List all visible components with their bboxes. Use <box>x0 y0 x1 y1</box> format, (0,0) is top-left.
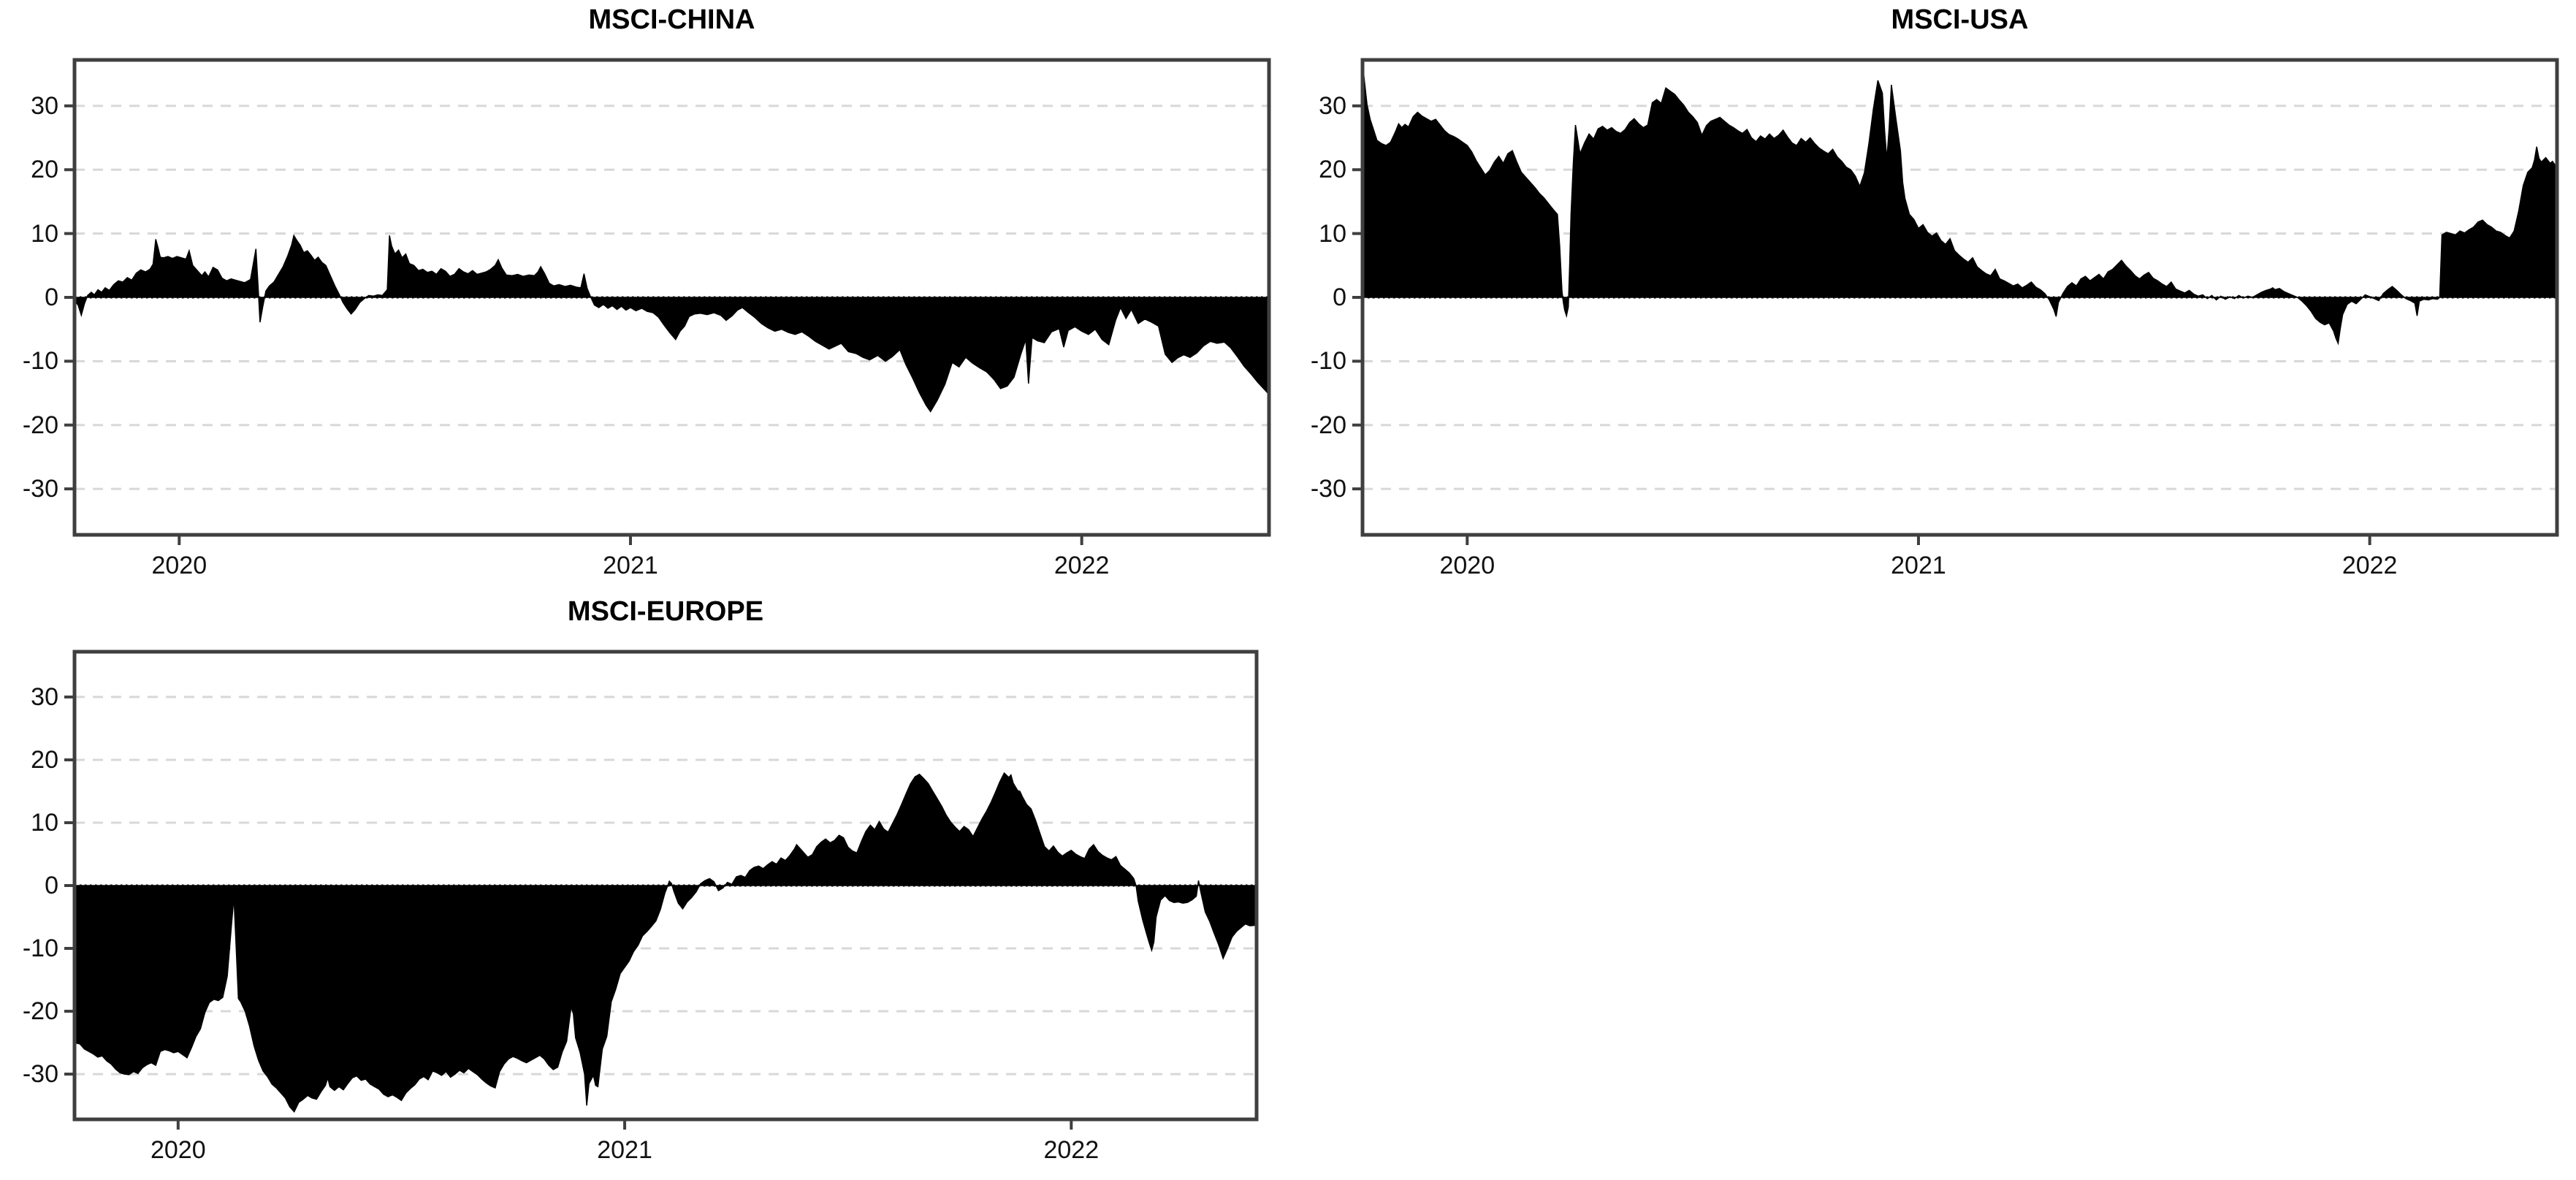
x-axis-tick-label: 2020 <box>151 552 207 579</box>
series-area-msci-china <box>74 234 1270 413</box>
y-axis-tick-label: 10 <box>31 219 58 248</box>
y-axis-tick-label: -10 <box>1310 347 1346 376</box>
y-axis-tick-label: -30 <box>22 1060 58 1089</box>
x-axis-tick-label: 2021 <box>597 1136 652 1164</box>
chart-panel-msci-usa: MSCI-USA 30 20 10 0 -10 -20 -30 2020 2021 2022 <box>1288 0 2576 592</box>
y-axis-tick-label: -30 <box>22 475 58 503</box>
panel-border <box>1360 58 2559 537</box>
chart-panel-msci-china: MSCI-CHINA 30 20 10 0 -10 -20 -30 2020 2021 2022 <box>0 0 1288 592</box>
series-area-msci-usa <box>1362 62 2558 346</box>
y-axis-tick-label: 20 <box>31 156 58 184</box>
y-axis-tick-label: 0 <box>45 283 58 311</box>
x-axis-tick-label: 2022 <box>1043 1136 1100 1164</box>
y-axis-tick-label: -20 <box>22 997 58 1026</box>
y-axis-tick-label: -20 <box>1310 411 1346 439</box>
y-axis-tick-label: 0 <box>1333 283 1346 311</box>
chart-title-msci-china: MSCI-CHINA <box>588 4 755 35</box>
y-axis-tick-label: 10 <box>31 808 58 837</box>
plot-area-msci-usa <box>1352 58 2559 545</box>
y-axis-tick-label: 30 <box>31 91 58 120</box>
panel-border <box>72 58 1271 537</box>
empty-panel <box>1288 592 2576 1180</box>
x-axis-tick-label: 2022 <box>1053 552 1110 579</box>
plot-area-msci-europe <box>64 650 1259 1130</box>
plot-area-msci-china <box>64 58 1271 545</box>
series-area-msci-europe <box>74 772 1257 1114</box>
x-axis-tick-label: 2020 <box>150 1136 206 1164</box>
y-axis-tick-label: 20 <box>1319 156 1346 184</box>
y-axis-tick-label: -20 <box>22 411 58 439</box>
chart-title-msci-europe: MSCI-EUROPE <box>567 596 764 627</box>
x-axis-tick-label: 2021 <box>603 552 658 579</box>
y-axis-tick-label: -10 <box>22 347 58 376</box>
chart-panel-msci-europe: MSCI-EUROPE 30 20 10 0 -10 -20 -30 2020 2021 2022 <box>0 592 1288 1180</box>
y-axis-tick-label: -10 <box>22 935 58 963</box>
x-axis-tick-label: 2021 <box>1891 552 1946 579</box>
y-axis-tick-label: 10 <box>1319 219 1346 248</box>
chart-title-msci-usa: MSCI-USA <box>1891 4 2029 35</box>
x-axis-tick-label: 2022 <box>2341 552 2398 579</box>
y-axis-tick-label: 30 <box>1319 91 1346 120</box>
y-axis-tick-label: 30 <box>31 682 58 711</box>
y-axis-tick-label: 0 <box>45 872 58 899</box>
y-axis-tick-label: -30 <box>1310 475 1346 503</box>
y-axis-tick-label: 20 <box>31 745 58 774</box>
x-axis-tick-label: 2020 <box>1439 552 1495 579</box>
panel-border <box>72 650 1259 1122</box>
